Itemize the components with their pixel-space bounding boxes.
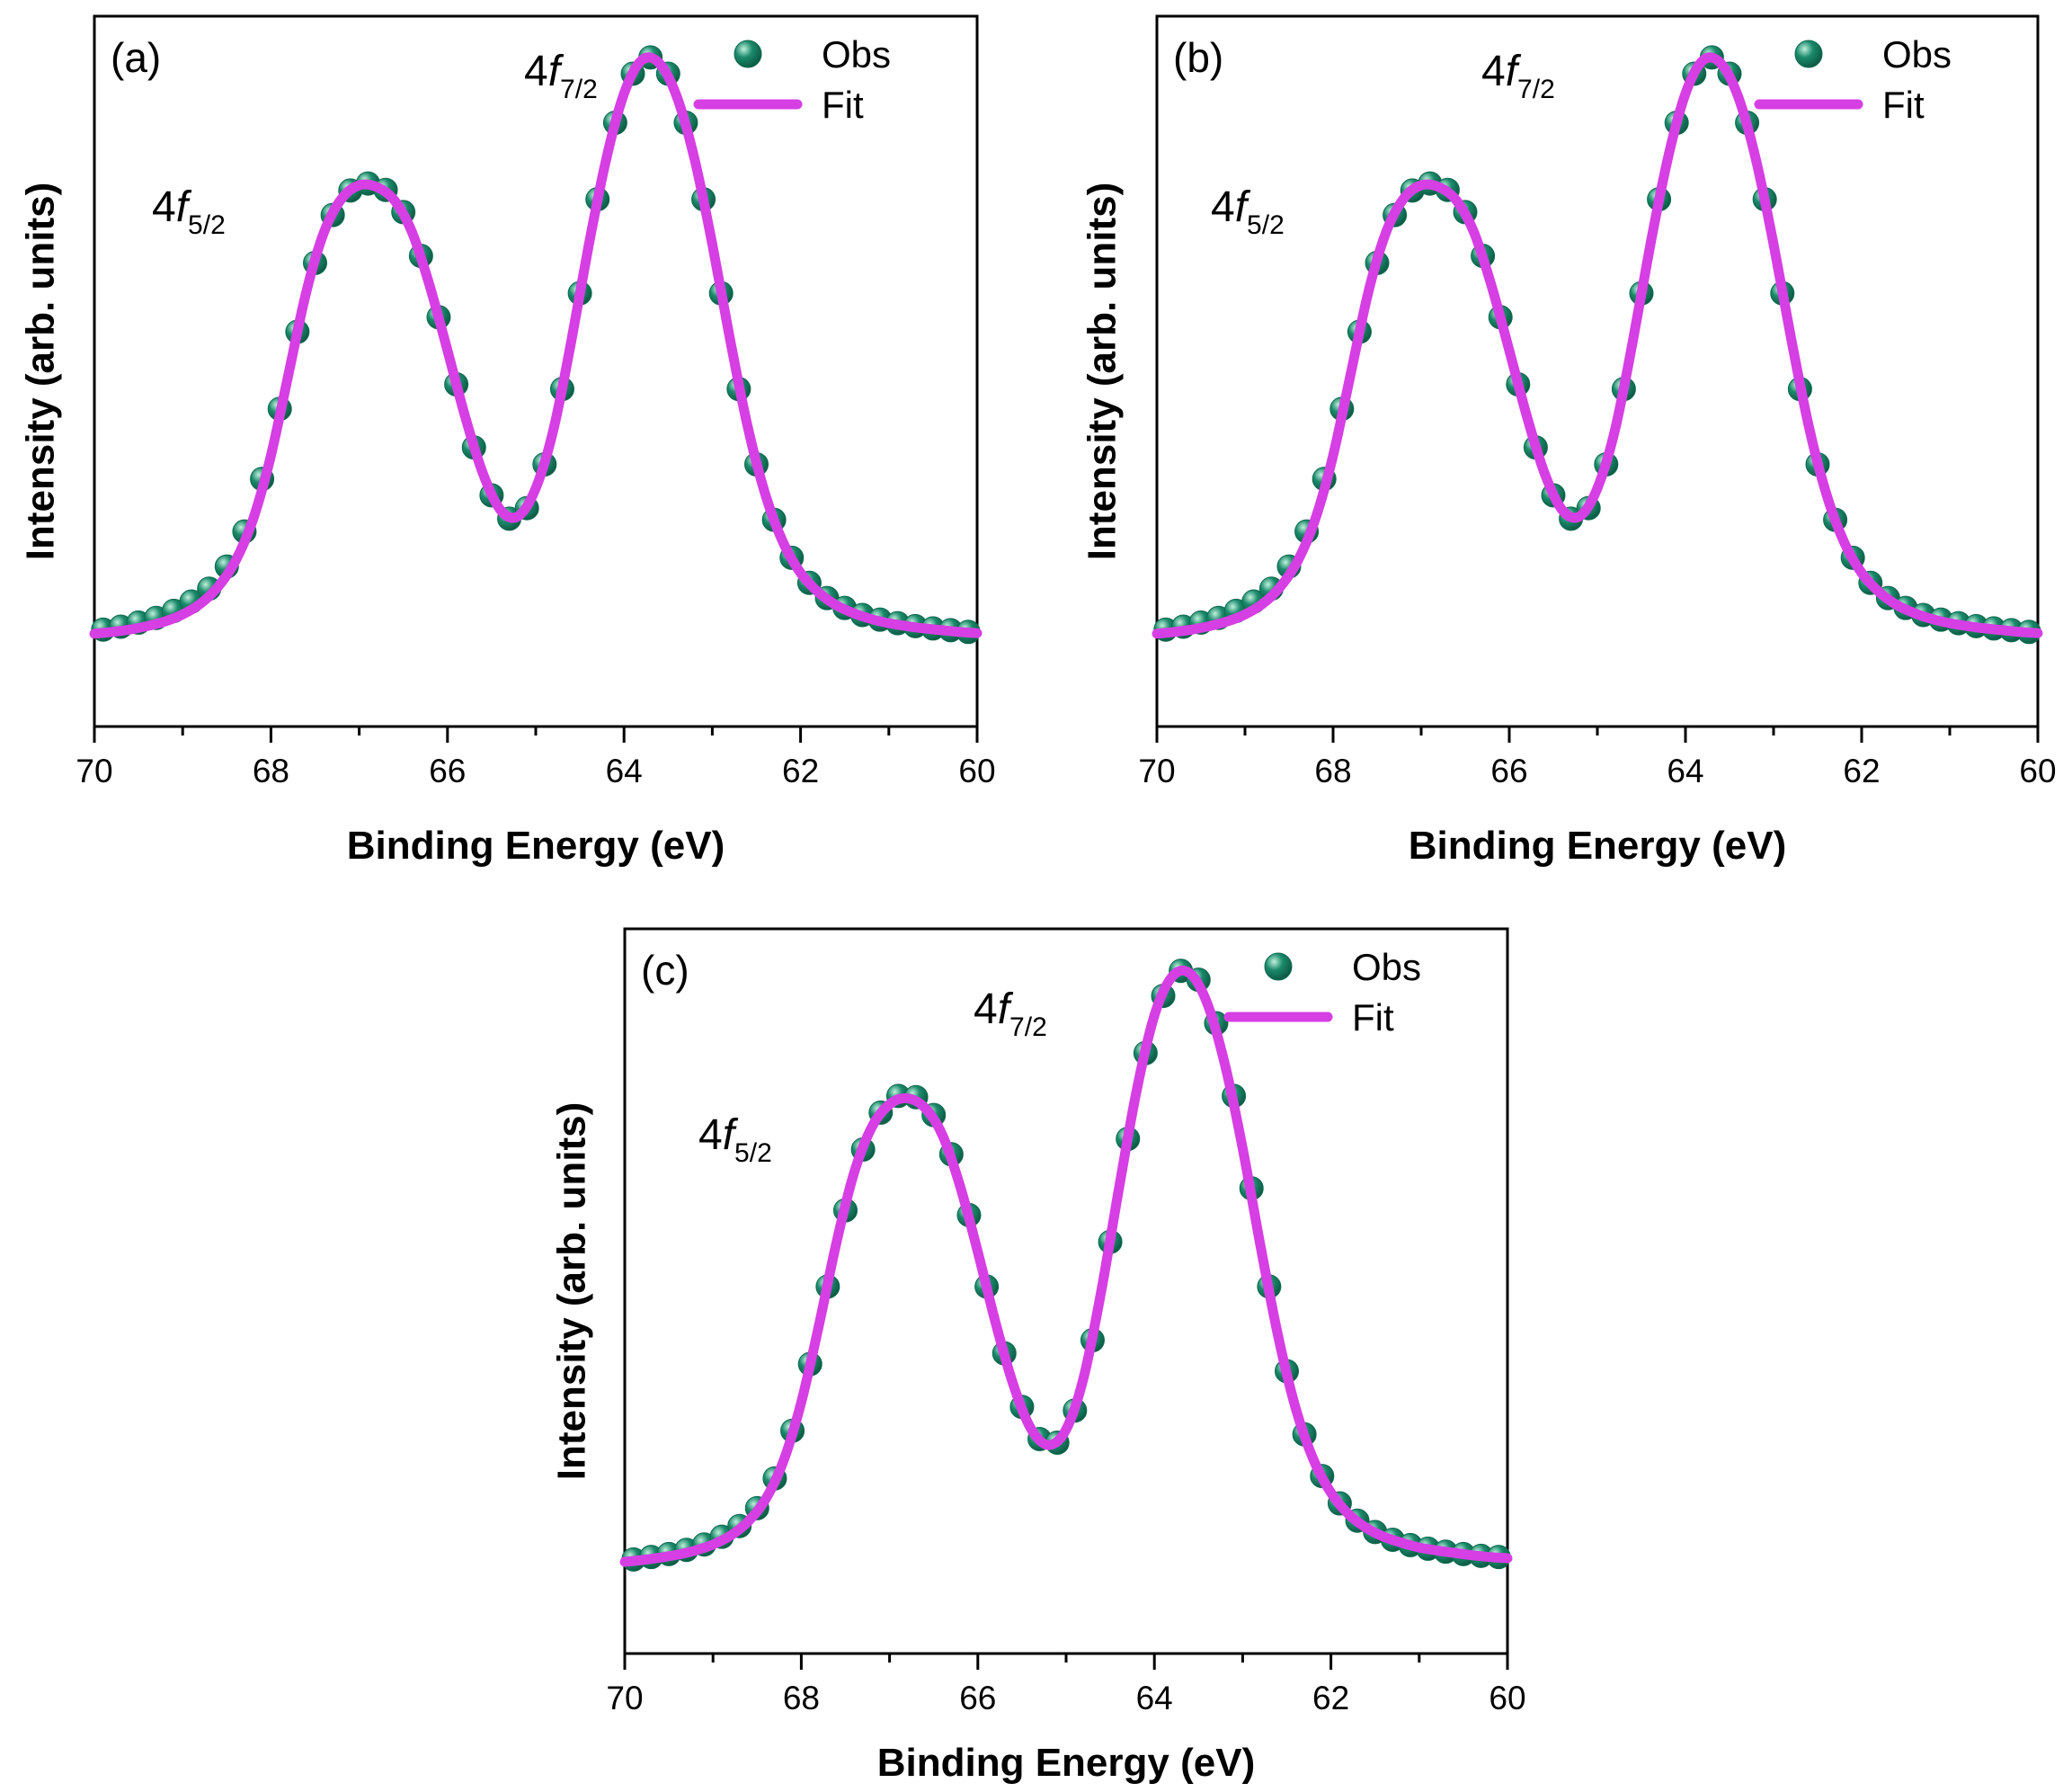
peak-label-5-2-c: 4f5/2 xyxy=(698,1111,772,1168)
peak-label-5-2-a: 4f5/2 xyxy=(152,183,226,240)
obs-series-c xyxy=(621,958,1511,1572)
x-tick-label-c: 62 xyxy=(1312,1680,1349,1716)
x-tick-label-a: 62 xyxy=(782,753,819,789)
legend-obs-marker-a xyxy=(734,40,762,68)
fit-line-b xyxy=(1152,52,2043,639)
chart-panel-a: 70 68 66 64 62 60 Binding Energy (eV) Intensity… xyxy=(0,0,1034,890)
legend-fit-label-c: Fit xyxy=(1352,996,1394,1039)
chart-c-svg: 70 68 66 64 62 60 Binding Energy (eV) Intensity… xyxy=(550,927,1526,1785)
x-tick-label-a: 66 xyxy=(429,753,466,789)
fit-line-c xyxy=(619,965,1513,1567)
x-tick-label-a: 60 xyxy=(958,753,995,789)
obs-series-b xyxy=(1153,45,2041,645)
fit-line-a xyxy=(89,52,983,639)
x-tick-label-b: 62 xyxy=(1843,753,1880,789)
panel-label-b: (b) xyxy=(1173,34,1223,81)
y-axis-title-a: Intensity (arb. units) xyxy=(19,183,63,560)
y-axis-title-c: Intensity (arb. units) xyxy=(550,1102,594,1480)
x-tick-label-b: 60 xyxy=(2019,753,2056,789)
x-axis-title-b: Binding Energy (eV) xyxy=(1409,824,1786,868)
x-tick-label-b: 68 xyxy=(1314,753,1351,789)
chart-panel-b: 70 68 66 64 62 60 Binding Energy (eV) Intensity… xyxy=(1061,0,2072,890)
peak-label-7-2-b: 4f7/2 xyxy=(1481,48,1555,104)
x-tick-label-c: 68 xyxy=(783,1680,820,1716)
legend-obs-label-a: Obs xyxy=(822,33,891,76)
chart-panel-c: 70 68 66 64 62 60 Binding Energy (eV) Intensity… xyxy=(530,908,1564,1792)
x-tick-label-b: 70 xyxy=(1138,753,1175,789)
legend-obs-marker-b xyxy=(1794,40,1823,68)
y-axis-title-b: Intensity (arb. units) xyxy=(1080,183,1125,560)
peak-label-7-2-a: 4f7/2 xyxy=(524,48,598,104)
x-tick-label-a: 70 xyxy=(76,753,112,789)
chart-a-svg: 70 68 66 64 62 60 Binding Energy (eV) Intensity… xyxy=(19,14,996,868)
x-axis-title-c: Binding Energy (eV) xyxy=(877,1741,1255,1785)
x-tick-label-b: 64 xyxy=(1667,753,1703,789)
legend-fit-label-b: Fit xyxy=(1882,84,1925,126)
x-tick-label-c: 70 xyxy=(606,1680,643,1716)
legend-obs-label-b: Obs xyxy=(1882,33,1952,76)
legend-obs-label-c: Obs xyxy=(1352,946,1421,988)
x-tick-label-c: 66 xyxy=(959,1680,996,1716)
peak-label-7-2-c: 4f7/2 xyxy=(974,985,1047,1042)
panel-label-c: (c) xyxy=(641,947,689,994)
x-tick-label-c: 64 xyxy=(1136,1680,1173,1716)
obs-series-a xyxy=(91,45,981,645)
chart-b-svg: 70 68 66 64 62 60 Binding Energy (eV) Intensity… xyxy=(1080,14,2057,868)
x-axis-title-a: Binding Energy (eV) xyxy=(347,824,725,868)
legend-obs-marker-c xyxy=(1264,952,1293,981)
panel-label-a: (a) xyxy=(111,34,161,81)
x-tick-label-a: 64 xyxy=(606,753,643,789)
legend-fit-label-a: Fit xyxy=(822,84,864,126)
x-tick-label-c: 60 xyxy=(1489,1680,1525,1716)
x-tick-label-a: 68 xyxy=(253,753,289,789)
x-tick-label-b: 66 xyxy=(1490,753,1527,789)
peak-label-5-2-b: 4f5/2 xyxy=(1211,183,1285,240)
